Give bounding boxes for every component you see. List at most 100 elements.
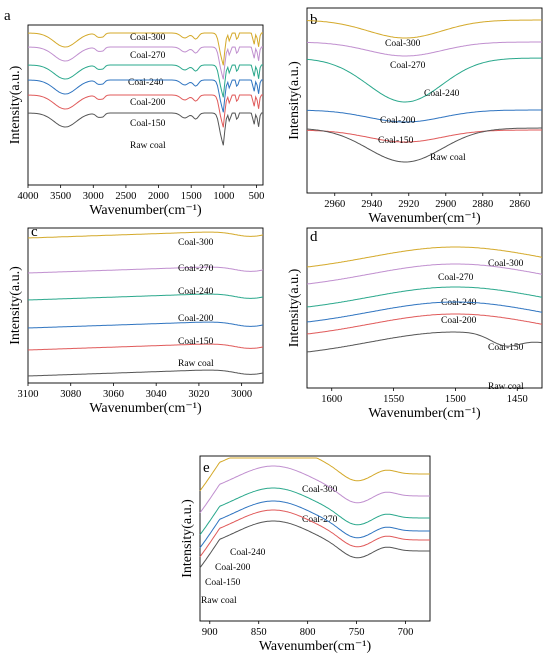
series-line-coal-200	[307, 109, 542, 123]
series-label-coal-300: Coal-300	[488, 259, 524, 269]
series-label-raw-coal: Raw coal	[201, 596, 237, 606]
x-axis-title: Wavenumber(cm⁻¹)	[368, 406, 481, 421]
x-tick-label: 750	[349, 627, 365, 638]
series-line-coal-240	[28, 64, 263, 98]
series-label-coal-270: Coal-270	[178, 264, 214, 274]
series-label-coal-300: Coal-300	[302, 485, 338, 495]
series-line-coal-240	[306, 286, 543, 308]
series-line-raw-coal	[306, 331, 543, 353]
series-line-coal-240	[199, 487, 430, 536]
x-tick-label: 1500	[445, 394, 466, 405]
series-label-coal-270: Coal-270	[130, 51, 166, 61]
x-tick-label: 1500	[181, 191, 202, 202]
series-line-raw-coal	[28, 112, 263, 146]
panel-letter: e	[203, 460, 210, 476]
x-tick-label: 3000	[83, 191, 104, 202]
x-tick-label: 800	[300, 627, 316, 638]
panel-letter: a	[4, 8, 11, 24]
series-line-coal-240	[306, 57, 543, 103]
series-line-coal-200	[306, 301, 543, 323]
panel-letter: b	[310, 12, 318, 28]
series-line-coal-240	[27, 293, 264, 301]
x-tick-label: 2860	[509, 199, 530, 210]
x-tick-label: 850	[251, 627, 267, 638]
x-tick-label: 3060	[103, 389, 124, 400]
series-label-coal-150: Coal-150	[178, 337, 214, 347]
series-label-coal-270: Coal-270	[438, 273, 474, 283]
x-tick-label: 2900	[435, 199, 456, 210]
series-label-coal-240: Coal-240	[178, 287, 214, 297]
series-label-coal-240: Coal-240	[128, 78, 164, 88]
series-label-coal-270: Coal-270	[390, 61, 426, 71]
series-label-raw-coal: Raw coal	[130, 141, 166, 151]
series-label-coal-300: Coal-300	[130, 33, 166, 43]
series-label-raw-coal: Raw coal	[430, 153, 466, 163]
x-tick-label: 2940	[361, 199, 382, 210]
x-tick-label: 1550	[383, 394, 404, 405]
x-axis-title: Wavenumber(cm⁻¹)	[89, 203, 202, 218]
x-tick-label: 1000	[213, 191, 234, 202]
x-tick-label: 3020	[188, 389, 209, 400]
x-axis-title: Wavenumber(cm⁻¹)	[89, 401, 202, 416]
panel-b: b 2960 2940 2920 2900 2880 2860 Wavenumber(cm⁻¹…	[287, 7, 543, 226]
panel-letter: c	[31, 224, 38, 240]
x-tick-label: 2920	[398, 199, 419, 210]
series-line-coal-270	[199, 465, 430, 514]
panel-letter: d	[310, 229, 318, 245]
series-label-coal-200: Coal-200	[380, 116, 416, 126]
series-label-raw-coal: Raw coal	[488, 382, 524, 392]
x-tick-label: 1450	[507, 394, 528, 405]
series-label-coal-200: Coal-200	[130, 98, 166, 108]
x-tick-label: 3000	[231, 389, 252, 400]
series-line-coal-200	[28, 79, 263, 113]
series-label-coal-200: Coal-200	[178, 314, 214, 324]
series-line-coal-150	[28, 94, 263, 128]
series-line-raw-coal	[199, 520, 430, 569]
series-line-coal-200	[27, 321, 264, 329]
series-label-coal-200: Coal-200	[215, 563, 251, 573]
series-label-coal-150: Coal-150	[205, 578, 241, 588]
plot-frame	[27, 227, 264, 384]
series-line-coal-300	[27, 231, 264, 239]
x-tick-label: 2500	[115, 191, 136, 202]
series-line-raw-coal	[306, 127, 542, 163]
plot-frame	[306, 227, 543, 389]
series-line-coal-300	[28, 32, 263, 66]
series-line-coal-300	[306, 246, 543, 268]
x-tick-label: 2000	[148, 191, 169, 202]
series-label-coal-270: Coal-270	[302, 515, 338, 525]
panel-c: c 3100 3080 3060 3040 3020 3000 Wavenumber(cm⁻¹…	[8, 224, 264, 416]
series-line-coal-300	[199, 457, 430, 492]
series-label-coal-300: Coal-300	[385, 39, 421, 49]
series-line-coal-270	[28, 46, 263, 80]
y-axis-title: Intensity(a.u.)	[287, 61, 302, 140]
plot-frame	[199, 455, 431, 622]
series-line-coal-150	[199, 509, 430, 558]
series-label-coal-240: Coal-240	[441, 298, 477, 308]
y-axis-title: Intensity(a.u.)	[180, 499, 195, 578]
series-label-coal-200: Coal-200	[441, 316, 477, 326]
series-line-coal-270	[27, 266, 264, 274]
x-tick-label: 3080	[60, 389, 81, 400]
x-tick-label: 2960	[324, 199, 345, 210]
x-tick-label: 3040	[146, 389, 167, 400]
plot-frame	[306, 7, 543, 194]
series-label-coal-150: Coal-150	[378, 136, 414, 146]
x-tick-label: 3500	[50, 191, 71, 202]
series-line-coal-270	[306, 41, 542, 57]
x-tick-label: 1600	[321, 394, 342, 405]
panel-d: d 1600 1550 1500 1450 Wavenumber(cm⁻¹) Intensi…	[287, 227, 543, 421]
series-label-coal-300: Coal-300	[178, 238, 214, 248]
x-axis-title: Wavenumber(cm⁻¹)	[259, 639, 372, 654]
series-line-raw-coal	[27, 369, 264, 377]
x-tick-label: 700	[398, 627, 414, 638]
series-label-coal-240: Coal-240	[230, 548, 266, 558]
series-line-coal-270	[306, 263, 543, 285]
x-tick-label: 2880	[472, 199, 493, 210]
x-tick-label: 900	[202, 627, 218, 638]
series-line-coal-150	[307, 129, 542, 143]
y-axis-title: Intensity(a.u.)	[8, 266, 23, 345]
series-label-coal-240: Coal-240	[424, 89, 460, 99]
series-label-coal-150: Coal-150	[488, 343, 524, 353]
